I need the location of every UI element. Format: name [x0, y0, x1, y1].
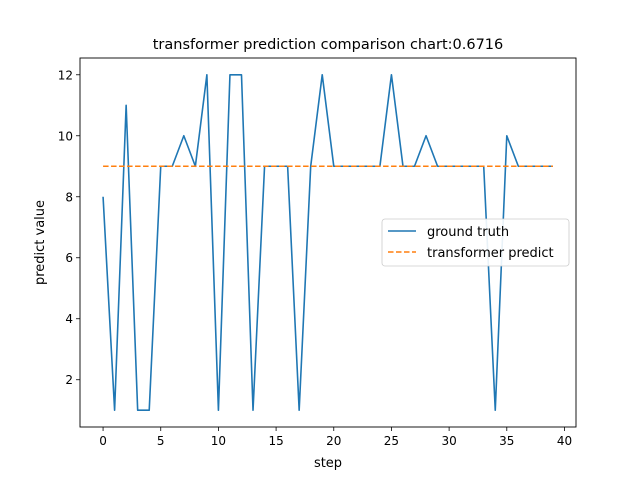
- x-tick-label: 30: [441, 434, 456, 448]
- y-tick-label: 10: [58, 129, 73, 143]
- y-axis-label: predict value: [33, 200, 48, 285]
- legend: ground truth transformer predict: [381, 218, 570, 267]
- legend-label-ground-truth: ground truth: [427, 225, 509, 240]
- legend-box: [381, 218, 570, 267]
- y-tick-label: 12: [58, 68, 73, 82]
- x-tick-label: 15: [268, 434, 283, 448]
- x-tick-label: 40: [557, 434, 572, 448]
- x-tick-label: 0: [99, 434, 107, 448]
- data-lines: [102, 73, 553, 412]
- series-line-ground-truth: [102, 73, 553, 412]
- x-tick-label: 20: [326, 434, 341, 448]
- x-tick-label: 25: [384, 434, 399, 448]
- x-tick-label: 10: [211, 434, 226, 448]
- axis-ticks: 0 5 10 15 20 25 30 35 40 2 4 6 8 10 12: [58, 68, 572, 448]
- y-tick-label: 6: [65, 251, 73, 265]
- y-tick-label: 8: [65, 190, 73, 204]
- chart-title: transformer prediction comparison chart:…: [153, 37, 504, 53]
- y-tick-label: 2: [65, 373, 73, 387]
- plot-area: 0 5 10 15 20 25 30 35 40 2 4 6 8 10 12: [58, 57, 577, 448]
- x-tick-label: 35: [499, 434, 514, 448]
- y-tick-label: 4: [65, 312, 73, 326]
- axes-frame: [79, 57, 577, 428]
- x-tick-label: 5: [157, 434, 165, 448]
- legend-label-transformer-predict: transformer predict: [427, 246, 554, 261]
- x-axis-label: step: [314, 456, 342, 471]
